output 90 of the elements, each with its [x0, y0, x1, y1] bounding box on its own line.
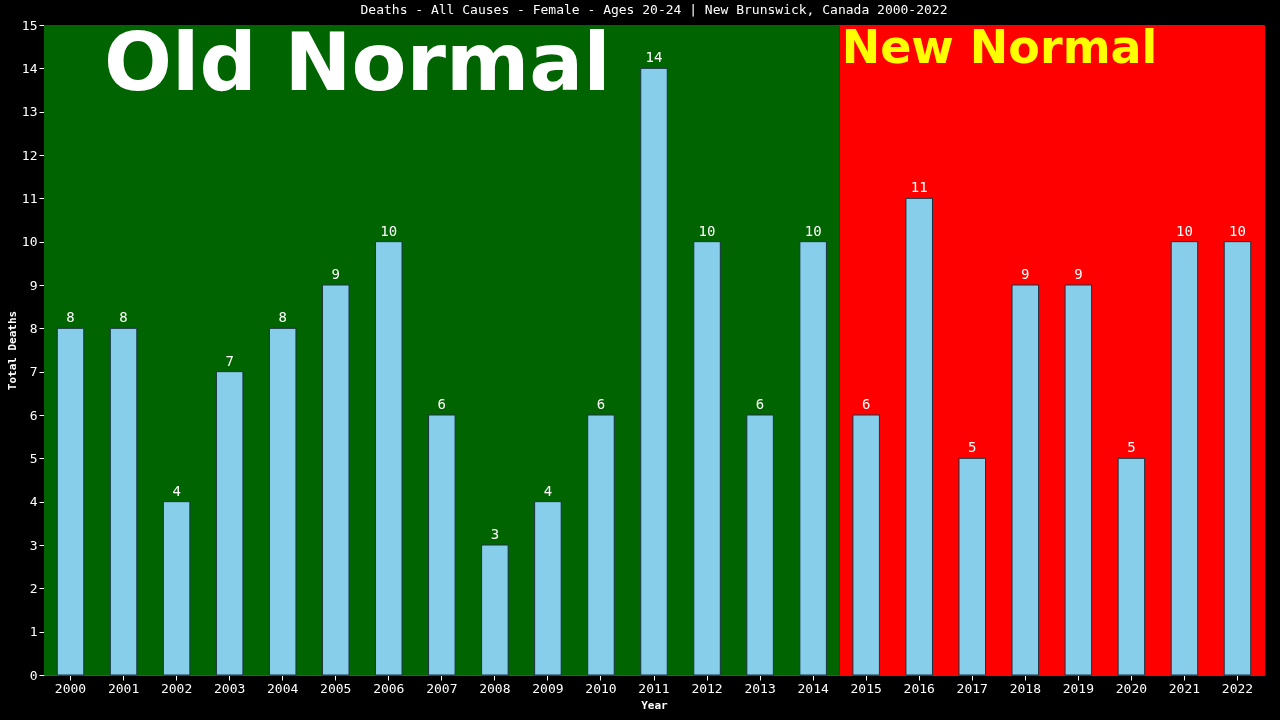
bar	[905, 197, 933, 676]
y-tick-label: 13	[21, 104, 38, 120]
data-label: 9	[1074, 266, 1083, 282]
data-label: 14	[645, 49, 663, 66]
bar	[746, 414, 774, 676]
data-label: 4	[543, 482, 553, 499]
bar	[958, 457, 987, 676]
data-label: 8	[119, 309, 128, 326]
x-tick-label: 2009	[532, 680, 564, 696]
x-tick-label: 2002	[160, 680, 193, 696]
bar	[162, 501, 191, 676]
data-label: 3	[490, 526, 500, 542]
x-tick-label: 2012	[691, 680, 723, 696]
data-label: 6	[437, 396, 447, 412]
x-tick-label: 2015	[850, 680, 882, 696]
y-axis-title: Total Deaths	[5, 310, 19, 391]
bar	[852, 414, 880, 676]
data-label: 9	[331, 266, 340, 282]
bar	[1117, 457, 1146, 676]
x-tick-label: 2019	[1062, 680, 1094, 696]
x-tick-label: 2014	[797, 680, 829, 696]
x-tick-label: 2021	[1168, 680, 1201, 696]
x-tick-label: 2003	[214, 680, 246, 696]
data-label: 10	[1176, 222, 1193, 239]
bar	[321, 284, 350, 676]
data-label: 11	[910, 179, 928, 196]
bar	[56, 327, 85, 676]
x-tick-label: 2001	[107, 680, 140, 696]
y-tick-label: 4	[29, 494, 38, 510]
y-tick-label: 1	[29, 624, 38, 640]
data-label: 6	[861, 396, 871, 412]
data-label: 5	[1127, 439, 1136, 456]
bar	[1011, 284, 1040, 676]
bar	[215, 371, 244, 676]
data-label: 10	[1229, 222, 1246, 239]
x-tick-label: 2010	[585, 680, 617, 696]
y-tick-label: 8	[29, 320, 38, 336]
x-tick-label: 2017	[956, 680, 988, 696]
y-tick-label: 0	[29, 667, 38, 683]
data-label: 6	[755, 396, 765, 412]
data-label: 10	[698, 222, 716, 239]
y-tick-label: 2	[29, 580, 38, 596]
bar	[481, 544, 509, 676]
y-tick-label: 12	[21, 147, 38, 163]
x-tick-label: 2016	[903, 680, 935, 696]
bar	[1064, 284, 1093, 676]
x-tick-label: 2008	[479, 680, 511, 696]
x-tick-label: 2020	[1115, 680, 1148, 696]
bar	[428, 414, 456, 676]
y-tick-label: 11	[21, 190, 38, 206]
data-label: 7	[225, 352, 234, 369]
y-tick-label: 14	[21, 60, 38, 76]
data-label: 4	[172, 482, 181, 499]
chart-title: Deaths - All Causes - Female - Ages 20-24 | New Brunswick, Canada 2000-2022	[360, 2, 948, 17]
y-tick-label: 6	[29, 407, 38, 423]
x-tick-label: 2018	[1009, 680, 1041, 696]
data-label: 10	[804, 222, 822, 239]
x-tick-label: 2000	[54, 680, 87, 696]
band-label: Old Normal	[104, 16, 611, 109]
bar	[1223, 241, 1252, 676]
bar	[1170, 241, 1199, 676]
bar	[799, 241, 827, 676]
x-tick-label: 2006	[373, 680, 405, 696]
x-tick-label: 2013	[744, 680, 776, 696]
bar	[375, 241, 403, 676]
data-label: 8	[278, 309, 287, 326]
y-tick-label: 7	[29, 364, 38, 380]
bar	[587, 414, 615, 676]
bar	[693, 241, 721, 676]
y-tick-label: 5	[29, 450, 38, 466]
y-tick-label: 10	[21, 234, 38, 250]
data-label: 5	[968, 439, 977, 456]
x-tick-label: 2004	[267, 680, 299, 696]
bar	[640, 67, 668, 676]
y-tick-label: 9	[29, 277, 38, 293]
x-tick-label: 2007	[426, 680, 458, 696]
x-axis-title: Year	[641, 698, 669, 712]
data-label: 9	[1021, 266, 1030, 282]
y-tick-label: 3	[29, 537, 38, 553]
bar	[534, 501, 562, 676]
data-label: 6	[596, 396, 606, 412]
bar	[109, 327, 138, 676]
bar	[268, 327, 297, 676]
y-tick-label: 15	[21, 17, 38, 33]
data-label: 10	[380, 222, 398, 239]
x-tick-label: 2011	[638, 680, 670, 696]
x-tick-label: 2005	[320, 680, 352, 696]
data-label: 8	[66, 309, 75, 326]
band-label: New Normal	[841, 20, 1158, 74]
x-tick-label: 2022	[1221, 680, 1254, 696]
